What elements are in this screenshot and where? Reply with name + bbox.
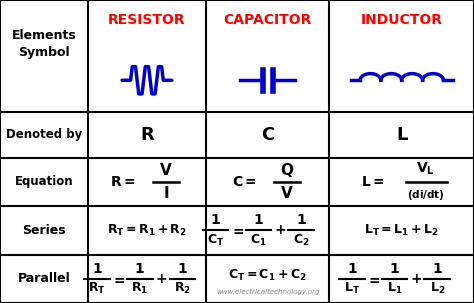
Text: $\mathbf{Q}$: $\mathbf{Q}$ [280, 161, 294, 179]
Text: Equation: Equation [15, 175, 73, 188]
Text: $\mathbf{I}$: $\mathbf{I}$ [163, 185, 169, 201]
Text: $\mathbf{R_T}$: $\mathbf{R_T}$ [88, 281, 106, 296]
Text: www.electricaltechnology.org: www.electricaltechnology.org [216, 288, 319, 295]
Text: $\mathbf{=}$: $\mathbf{=}$ [229, 223, 245, 237]
Text: $\mathbf{L_2}$: $\mathbf{L_2}$ [429, 281, 445, 296]
Text: $\mathbf{R_2}$: $\mathbf{R_2}$ [174, 281, 191, 296]
Text: $\mathbf{+}$: $\mathbf{+}$ [273, 223, 286, 237]
Text: Elements
Symbol: Elements Symbol [11, 29, 76, 59]
Text: $\mathbf{=}$: $\mathbf{=}$ [111, 272, 126, 286]
Text: INDUCTOR: INDUCTOR [361, 13, 443, 27]
Text: $\mathbf{(di/dt)}$: $\mathbf{(di/dt)}$ [407, 188, 444, 202]
Text: $\mathbf{L_1}$: $\mathbf{L_1}$ [387, 281, 402, 296]
Text: $\mathbf{1}$: $\mathbf{1}$ [389, 262, 400, 276]
Text: RESISTOR: RESISTOR [108, 13, 186, 27]
Text: $\mathbf{C_T}$: $\mathbf{C_T}$ [207, 233, 224, 248]
Text: $\mathbf{1}$: $\mathbf{1}$ [135, 262, 145, 276]
Text: $\mathbf{L_T}$: $\mathbf{L_T}$ [344, 281, 360, 296]
Text: L: L [396, 126, 407, 144]
Text: $\mathbf{C =}$: $\mathbf{C =}$ [232, 175, 256, 189]
Text: C: C [261, 126, 274, 144]
Text: $\mathbf{R =}$: $\mathbf{R =}$ [110, 175, 136, 189]
Text: $\mathbf{=}$: $\mathbf{=}$ [366, 272, 381, 286]
Text: Parallel: Parallel [18, 272, 70, 285]
Text: $\mathbf{L_T = L_1 + L_2}$: $\mathbf{L_T = L_1 + L_2}$ [364, 223, 439, 238]
Text: $\mathbf{V_L}$: $\mathbf{V_L}$ [416, 161, 435, 177]
Text: $\mathbf{C_T = C_1 + C_2}$: $\mathbf{C_T = C_1 + C_2}$ [228, 268, 307, 283]
Text: $\mathbf{+}$: $\mathbf{+}$ [155, 272, 167, 286]
Text: $\mathbf{1}$: $\mathbf{1}$ [210, 213, 221, 227]
Text: $\mathbf{1}$: $\mathbf{1}$ [92, 262, 102, 276]
Text: CAPACITOR: CAPACITOR [224, 13, 312, 27]
Text: Denoted by: Denoted by [6, 128, 82, 141]
Text: $\mathbf{V}$: $\mathbf{V}$ [159, 162, 173, 178]
Text: R: R [140, 126, 154, 144]
Text: $\mathbf{C_2}$: $\mathbf{C_2}$ [292, 233, 310, 248]
Text: $\mathbf{1}$: $\mathbf{1}$ [432, 262, 443, 276]
Text: Series: Series [22, 224, 66, 237]
Text: $\mathbf{R_1}$: $\mathbf{R_1}$ [131, 281, 148, 296]
Text: $\mathbf{L =}$: $\mathbf{L =}$ [362, 175, 385, 189]
Text: $\mathbf{1}$: $\mathbf{1}$ [346, 262, 357, 276]
Text: $\mathbf{1}$: $\mathbf{1}$ [296, 213, 306, 227]
Text: $\mathbf{C_1}$: $\mathbf{C_1}$ [250, 233, 267, 248]
Text: $\mathbf{1}$: $\mathbf{1}$ [253, 213, 264, 227]
Text: $\mathbf{+}$: $\mathbf{+}$ [410, 272, 422, 286]
Text: $\mathbf{V}$: $\mathbf{V}$ [280, 185, 293, 201]
Text: $\mathbf{1}$: $\mathbf{1}$ [177, 262, 188, 276]
Text: $\mathbf{R_T = R_1 + R_2}$: $\mathbf{R_T = R_1 + R_2}$ [107, 223, 187, 238]
